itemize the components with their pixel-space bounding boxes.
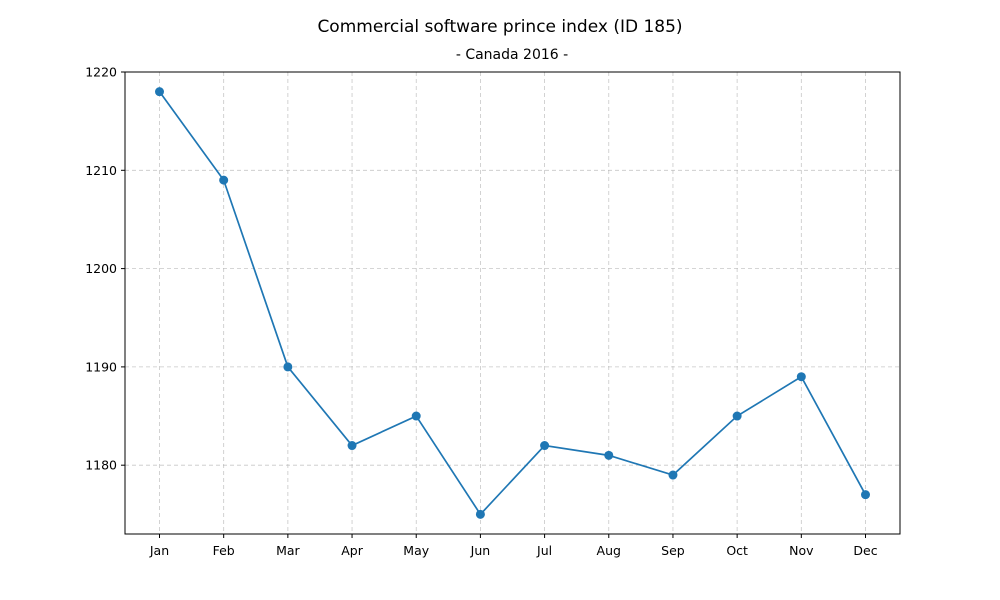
y-tick-label: 1190: [85, 359, 117, 374]
x-tick-label: Mar: [276, 543, 300, 558]
data-point: [283, 362, 293, 372]
plot-frame: [124, 71, 901, 535]
x-tick-label: Jul: [536, 543, 552, 558]
data-point: [796, 372, 806, 382]
x-tick-label: Oct: [726, 543, 748, 558]
data-point: [732, 411, 742, 421]
data-point: [347, 441, 357, 451]
data-point: [540, 441, 550, 451]
x-tick-label: Apr: [341, 543, 363, 558]
y-tick-label: 1220: [85, 65, 117, 80]
data-point: [411, 411, 421, 421]
axis-ticks: Jan Feb Mar Apr May Jun Jul Aug Sep Oct Nov Dec 1180…: [85, 65, 878, 559]
grid-lines: [125, 71, 900, 534]
data-point: [861, 490, 870, 500]
data-point: [668, 470, 678, 480]
y-tick-label: 1200: [85, 261, 117, 276]
x-tick-label: Jan: [149, 543, 169, 558]
x-tick-label: Nov: [789, 543, 814, 558]
data-point: [219, 175, 229, 185]
y-tick-label: 1180: [85, 458, 117, 473]
series-line: [158, 91, 867, 516]
x-tick-label: Aug: [597, 543, 621, 558]
data-point: [604, 450, 614, 460]
x-tick-label: Dec: [853, 543, 877, 558]
x-tick-label: Jun: [470, 543, 491, 558]
data-point: [155, 87, 164, 97]
data-series: [155, 87, 870, 519]
x-tick-label: Feb: [213, 543, 235, 558]
chart-subtitle: - Canada 2016 -: [456, 47, 568, 63]
data-point: [475, 509, 485, 519]
x-tick-label: May: [403, 543, 429, 558]
y-tick-label: 1210: [85, 163, 117, 178]
x-tick-label: Sep: [661, 543, 685, 558]
chart-title: Commercial software prince index (ID 185…: [317, 17, 682, 37]
